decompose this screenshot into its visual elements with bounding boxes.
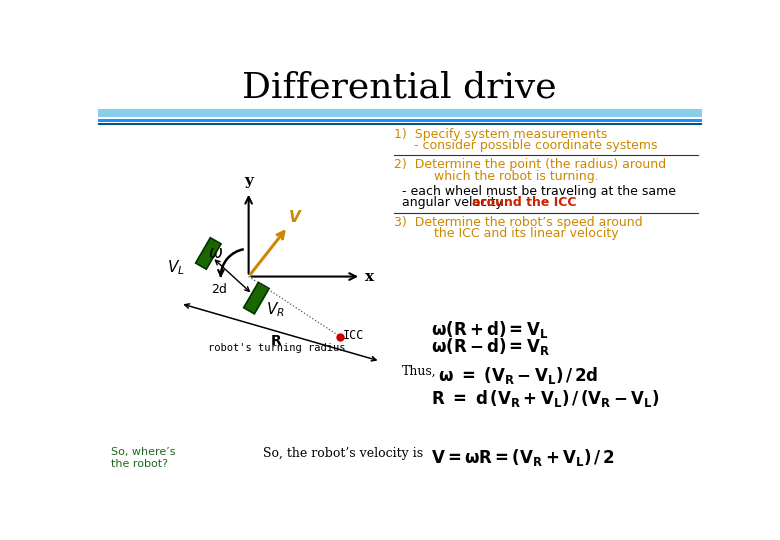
Text: $\omega$: $\omega$ — [208, 245, 224, 262]
Bar — [98, 119, 702, 122]
Text: $\mathbf{\omega(R+d) = V_L}$: $\mathbf{\omega(R+d) = V_L}$ — [431, 319, 548, 340]
Text: angular velocity: angular velocity — [395, 197, 507, 210]
Text: Differential drive: Differential drive — [243, 71, 557, 105]
Text: - consider possible coordinate systems: - consider possible coordinate systems — [395, 139, 658, 152]
Polygon shape — [196, 238, 221, 269]
Text: ICC: ICC — [343, 328, 364, 342]
Bar — [98, 110, 702, 117]
Text: V: V — [289, 210, 301, 225]
Text: 2d: 2d — [211, 283, 227, 296]
Text: which the robot is turning.: which the robot is turning. — [395, 170, 599, 183]
Text: $\mathbf{R ~=~ d\,( V_R + V_L ) \,/\, ( V_R - V_L )}$: $\mathbf{R ~=~ d\,( V_R + V_L ) \,/\, ( … — [431, 388, 659, 409]
Polygon shape — [243, 282, 269, 314]
Text: 2)  Determine the point (the radius) around: 2) Determine the point (the radius) arou… — [395, 158, 666, 171]
Text: R: R — [271, 334, 282, 348]
Text: - each wheel must be traveling at the same: - each wheel must be traveling at the sa… — [395, 185, 676, 198]
Text: x: x — [365, 269, 374, 284]
Text: the ICC and its linear velocity: the ICC and its linear velocity — [395, 227, 619, 240]
Text: 1)  Specify system measurements: 1) Specify system measurements — [395, 128, 608, 141]
Text: Thus,: Thus, — [402, 365, 437, 378]
Text: around the ICC: around the ICC — [472, 197, 576, 210]
Text: $\mathbf{\omega ~=~ ( V_R - V_L ) \,/\, 2d}$: $\mathbf{\omega ~=~ ( V_R - V_L ) \,/\, … — [438, 365, 599, 386]
Text: y: y — [244, 174, 253, 188]
Bar — [98, 123, 702, 125]
Text: $\mathbf{V = \omega R = ( V_R + V_L ) \,/\, 2}$: $\mathbf{V = \omega R = ( V_R + V_L ) \,… — [431, 448, 615, 469]
Text: $V_R$: $V_R$ — [266, 300, 285, 319]
Text: $V_L$: $V_L$ — [167, 258, 185, 276]
Text: robot's turning radius: robot's turning radius — [207, 343, 346, 353]
Text: $\mathbf{\omega(R-d) = V_R}$: $\mathbf{\omega(R-d) = V_R}$ — [431, 336, 550, 357]
Text: So, where’s
the robot?: So, where’s the robot? — [112, 448, 176, 469]
Text: So, the robot’s velocity is: So, the robot’s velocity is — [263, 448, 423, 461]
Text: 3)  Determine the robot’s speed around: 3) Determine the robot’s speed around — [395, 215, 643, 229]
